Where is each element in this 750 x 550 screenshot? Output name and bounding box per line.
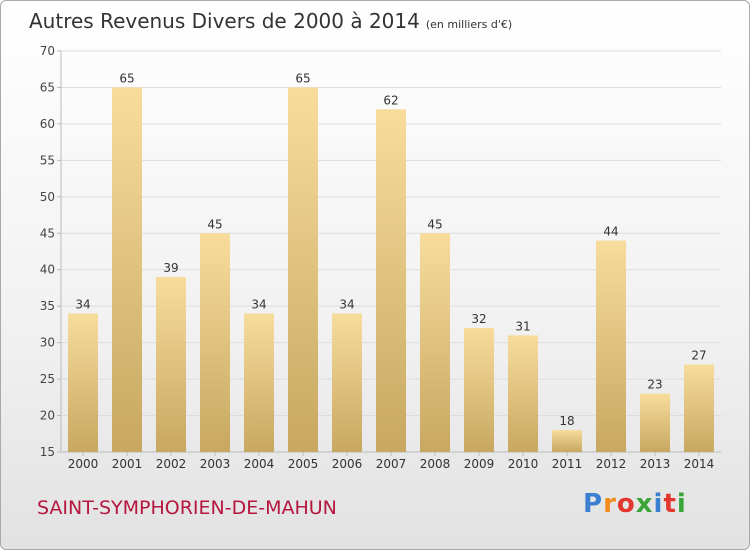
y-tick-label: 55 — [40, 153, 55, 167]
y-tick-label: 35 — [40, 299, 55, 313]
bar-value-label: 44 — [603, 225, 618, 239]
chart-subtitle: (en milliers d'€) — [425, 18, 513, 31]
y-tick-label: 20 — [40, 409, 55, 423]
bar-value-label: 45 — [427, 217, 442, 231]
x-tick-label: 2014 — [684, 457, 715, 471]
bar — [596, 240, 626, 452]
y-tick-label: 50 — [40, 190, 55, 204]
bar-value-label: 27 — [691, 349, 706, 363]
bar — [112, 87, 142, 453]
logo-letter: x — [635, 489, 654, 519]
y-tick-label: 65 — [40, 80, 55, 94]
bar-value-label: 34 — [251, 297, 266, 311]
y-tick-label: 30 — [40, 336, 55, 350]
x-tick-label: 2006 — [332, 457, 363, 471]
x-tick-label: 2007 — [376, 457, 407, 471]
bar-value-label: 39 — [163, 261, 178, 275]
y-tick-label: 70 — [40, 44, 55, 58]
location-name: SAINT-SYMPHORIEN-DE-MAHUN — [37, 497, 337, 519]
bar-value-label: 34 — [75, 297, 90, 311]
logo-letter: i — [653, 489, 664, 519]
y-tick-label: 25 — [40, 372, 55, 386]
bar — [640, 393, 670, 452]
bar-value-label: 23 — [647, 378, 662, 392]
x-tick-label: 2008 — [420, 457, 451, 471]
x-tick-label: 2012 — [596, 457, 627, 471]
bar — [288, 87, 318, 453]
x-tick-label: 2003 — [200, 457, 231, 471]
x-tick-label: 2000 — [68, 457, 99, 471]
x-tick-label: 2009 — [464, 457, 495, 471]
y-tick-label: 40 — [40, 263, 55, 277]
x-tick-label: 2002 — [156, 457, 187, 471]
bar-value-label: 62 — [383, 93, 398, 107]
data-labels: 34 65 39 45 34 65 34 62 45 32 31 18 44 23 27 — [75, 71, 706, 428]
bar — [552, 430, 582, 452]
bar — [200, 233, 230, 452]
tick-labels: 15 20 25 30 35 40 45 50 55 60 65 70 2000 2001 2002 2003… — [40, 44, 715, 471]
proxiti-logo[interactable]: Proxiti — [583, 489, 687, 519]
bar-value-label: 65 — [295, 71, 310, 85]
bar — [376, 109, 406, 452]
bar — [464, 328, 494, 452]
y-tick-label: 60 — [40, 117, 55, 131]
x-tick-label: 2010 — [508, 457, 539, 471]
bar-value-label: 65 — [119, 71, 134, 85]
x-tick-label: 2004 — [244, 457, 275, 471]
logo-letter: P — [583, 489, 604, 519]
bar — [244, 313, 274, 452]
logo-letter: t — [663, 489, 677, 519]
logo-letter: o — [616, 489, 636, 519]
logo-letter: i — [676, 489, 687, 519]
bar — [684, 364, 714, 452]
logo-letter: r — [603, 489, 617, 519]
bar — [420, 233, 450, 452]
y-tick-label: 15 — [40, 445, 55, 459]
bar-value-label: 45 — [207, 217, 222, 231]
x-tick-label: 2005 — [288, 457, 319, 471]
title-text: Autres Revenus Divers de 2000 à 2014 — [29, 9, 420, 33]
bar — [332, 313, 362, 452]
bars — [68, 87, 714, 453]
x-tick-label: 2011 — [552, 457, 583, 471]
bar — [68, 313, 98, 452]
bar — [156, 277, 186, 452]
bar — [508, 335, 538, 452]
bar-value-label: 18 — [559, 414, 574, 428]
x-tick-label: 2001 — [112, 457, 143, 471]
bar-value-label: 34 — [339, 297, 354, 311]
x-tick-label: 2013 — [640, 457, 671, 471]
bar-value-label: 32 — [471, 312, 486, 326]
y-tick-label: 45 — [40, 226, 55, 240]
bar-value-label: 31 — [515, 319, 530, 333]
chart-title: Autres Revenus Divers de 2000 à 2014 (en … — [29, 9, 512, 33]
